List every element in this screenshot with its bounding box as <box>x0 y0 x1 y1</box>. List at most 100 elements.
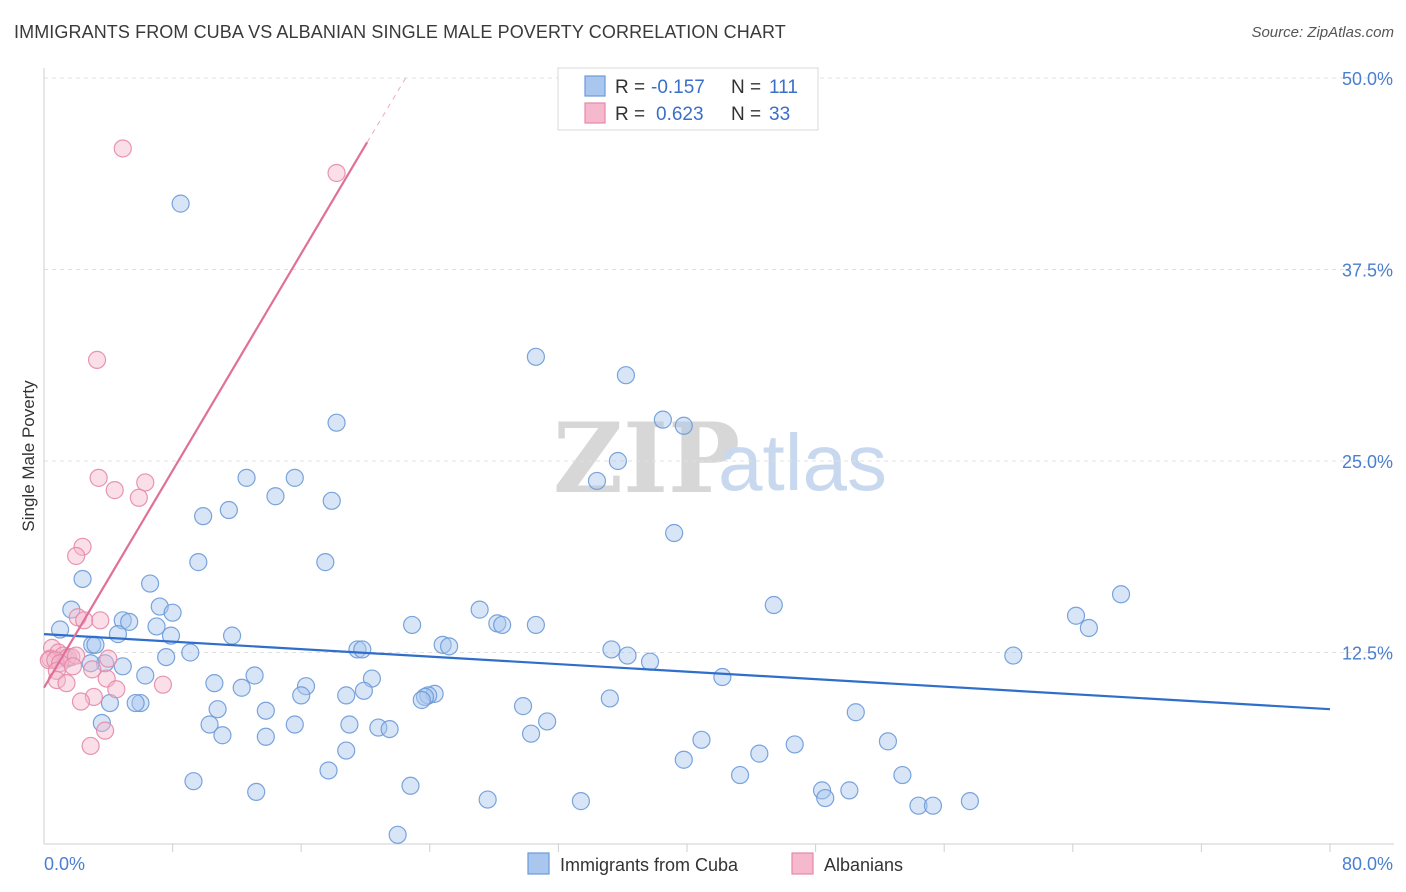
albanians-point-5 <box>136 473 155 492</box>
cuba-point-7 <box>587 471 607 491</box>
y-tick-label-2: 37.5% <box>1342 261 1393 281</box>
watermark-atlas: atlas <box>718 418 887 507</box>
cuba-point-1 <box>526 347 545 366</box>
cuba-point-92 <box>319 761 338 780</box>
albanians-point-0 <box>113 139 132 158</box>
cuba-point-90 <box>750 744 769 763</box>
cuba-point-11 <box>322 491 341 510</box>
cuba-point-3 <box>327 413 346 432</box>
x-axis-ticks <box>172 844 1331 852</box>
cuba-point-96 <box>401 776 420 795</box>
cuba-point-95 <box>184 772 203 791</box>
cuba-point-23 <box>163 603 182 622</box>
cuba-point-54 <box>136 666 155 685</box>
cuba-point-89 <box>337 741 356 760</box>
cuba-point-44 <box>602 640 621 659</box>
cuba-point-83 <box>521 724 541 743</box>
cuba-point-39 <box>86 635 105 654</box>
watermark-zip: ZIP <box>553 402 740 515</box>
cuba-point-82 <box>380 719 399 739</box>
series-albanians-points <box>39 139 346 756</box>
series-cuba-points <box>50 194 1131 844</box>
albanians-point-4 <box>105 481 124 500</box>
series-legend-swatch-albanians <box>791 852 814 875</box>
y-tick-labels: 12.5% 25.0% 37.5% 50.0% <box>1342 69 1393 664</box>
y-tick-label-3: 50.0% <box>1342 69 1393 89</box>
cuba-point-29 <box>493 615 512 635</box>
albanians-point-34 <box>81 736 100 756</box>
cuba-point-68 <box>600 689 619 708</box>
legend-swatch-cuba <box>584 75 606 97</box>
albanians-point-25 <box>83 660 102 679</box>
albanians-point-23 <box>63 657 83 676</box>
chart-title: IMMIGRANTS FROM CUBA VS ALBANIAN SINGLE … <box>14 22 786 42</box>
cuba-point-61 <box>292 686 311 705</box>
cuba-point-73 <box>208 700 227 719</box>
cuba-point-97 <box>247 782 266 802</box>
cuba-point-100 <box>816 788 835 808</box>
cuba-point-72 <box>513 697 533 716</box>
y-tick-label-1: 25.0% <box>1342 452 1393 472</box>
cuba-point-2 <box>616 366 636 385</box>
cuba-point-60 <box>232 678 251 697</box>
albanians-point-7 <box>73 537 92 556</box>
trend-lines <box>43 77 1331 711</box>
cuba-point-6 <box>608 451 627 471</box>
cuba-point-10 <box>266 487 285 506</box>
legend-n-value-cuba: 111 <box>769 77 798 98</box>
y-tick-label-0: 12.5% <box>1342 644 1393 664</box>
cuba-point-103 <box>909 796 928 815</box>
cuba-point-102 <box>571 792 591 811</box>
cuba-point-76 <box>538 712 557 731</box>
series-legend-label-cuba: Immigrants from Cuba <box>560 855 739 875</box>
cuba-point-80 <box>340 715 359 734</box>
cuba-point-16 <box>189 553 208 572</box>
cuba-point-65 <box>415 687 435 707</box>
cuba-point-4 <box>653 410 672 429</box>
cuba-point-40 <box>433 635 452 654</box>
stats-legend: R = -0.157 N = 111 R = 0.623 N = 33 <box>557 67 819 131</box>
cuba-point-101 <box>478 790 497 809</box>
cuba-point-105 <box>960 792 980 811</box>
cuba-point-9 <box>285 468 304 487</box>
series-legend-swatch-cuba <box>527 852 550 875</box>
cuba-point-37 <box>161 626 181 645</box>
cuba-point-34 <box>147 617 166 636</box>
cuba-point-51 <box>640 652 660 671</box>
cuba-point-104 <box>923 796 943 815</box>
cuba-point-84 <box>213 726 232 745</box>
legend-r-value-albanians: 0.623 <box>656 104 704 125</box>
cuba-point-91 <box>674 750 693 769</box>
cuba-point-32 <box>1079 618 1098 638</box>
albanians-point-33 <box>95 721 115 740</box>
cuba-point-62 <box>337 686 356 705</box>
albanians-point-22 <box>99 649 118 668</box>
cuba-point-85 <box>256 727 275 746</box>
x-tick-label-min: 0.0% <box>44 854 85 874</box>
cuba-point-70 <box>131 693 150 713</box>
cuba-point-78 <box>200 715 219 734</box>
trend-line-cuba <box>43 633 1331 711</box>
cuba-point-27 <box>120 612 139 631</box>
cuba-point-35 <box>108 625 128 644</box>
gridlines <box>44 77 1394 653</box>
cuba-point-8 <box>237 468 256 487</box>
trend-line-albanians-extension <box>366 77 407 143</box>
albanians-point-6 <box>129 488 148 507</box>
legend-n-value-albanians: 33 <box>769 104 790 125</box>
legend-swatch-albanians <box>584 102 606 124</box>
cuba-point-74 <box>256 701 275 720</box>
albanians-point-2 <box>87 350 107 369</box>
cuba-point-36 <box>222 626 242 645</box>
y-axis-title: Single Male Poverty <box>19 380 38 532</box>
cuba-point-71 <box>126 693 145 713</box>
cuba-point-47 <box>1004 646 1023 665</box>
albanians-point-21 <box>67 646 86 665</box>
cuba-point-18 <box>140 574 160 593</box>
albanians-point-3 <box>89 468 108 487</box>
cuba-point-48 <box>157 647 176 667</box>
cuba-point-99 <box>840 781 859 800</box>
cuba-point-66 <box>412 690 431 710</box>
cuba-point-41 <box>439 637 459 656</box>
